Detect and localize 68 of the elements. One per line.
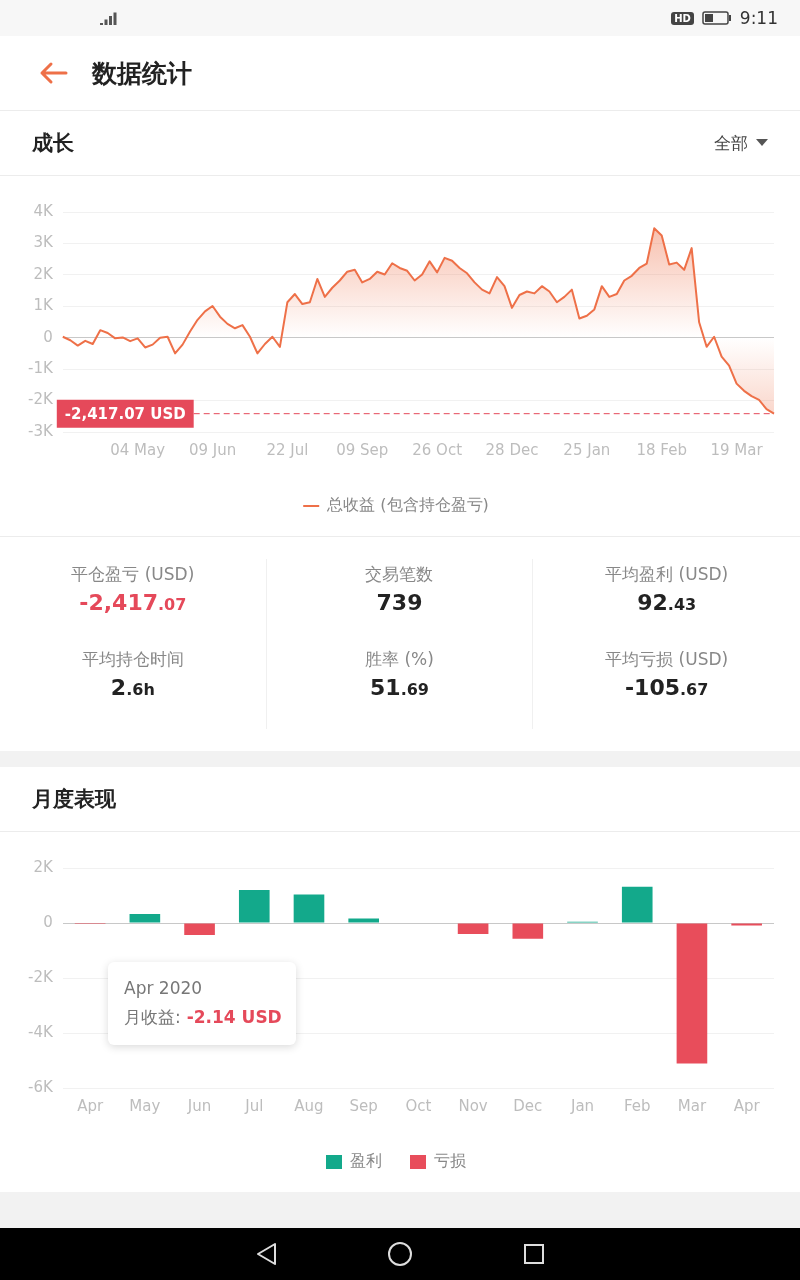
y-tick-label: 0 xyxy=(43,912,53,931)
y-tick-label: -4K xyxy=(28,1022,54,1041)
y-tick-label: -3K xyxy=(28,421,54,440)
bar xyxy=(676,923,708,1064)
x-tick-label: 19 Mar xyxy=(710,440,764,459)
x-tick-label: Apr xyxy=(77,1096,104,1115)
x-tick-label: 28 Dec xyxy=(485,440,539,459)
text: 9:11 xyxy=(739,8,778,28)
x-tick-label: 25 Jan xyxy=(563,440,611,459)
x-tick-label: Oct xyxy=(405,1096,432,1115)
x-tick-label: Jun xyxy=(186,1096,212,1115)
text: -105.67 xyxy=(624,675,709,700)
bar xyxy=(621,886,653,923)
bar xyxy=(184,923,215,936)
text: -2,417.07 xyxy=(79,590,187,615)
bar xyxy=(293,894,325,923)
annotation: 月收益: -2.14 USD xyxy=(124,1006,283,1029)
text: 数据统计 xyxy=(92,57,192,90)
x-tick-label: Mar xyxy=(677,1096,707,1115)
text: 51.69 xyxy=(370,675,429,700)
y-tick-label: 2K xyxy=(33,264,54,283)
x-tick-label: Nov xyxy=(458,1096,488,1115)
x-tick-label: 26 Oct xyxy=(412,440,463,459)
category-label: 平仓盈亏 (USD) xyxy=(70,563,196,586)
category-label: 平均亏损 (USD) xyxy=(604,648,730,671)
category-label: 平均盈利 (USD) xyxy=(604,563,730,586)
x-tick-label: Jul xyxy=(244,1096,264,1115)
x-tick-label: Jan xyxy=(569,1096,595,1115)
chart-title: 月度表现 xyxy=(32,786,116,813)
y-tick-label: 0 xyxy=(43,327,53,346)
bar xyxy=(129,913,161,923)
x-tick-label: 22 Jul xyxy=(266,440,309,459)
y-tick-label: -6K xyxy=(28,1077,54,1096)
y-tick-label: 1K xyxy=(33,296,54,315)
legend-label: 亏损 xyxy=(434,1151,466,1171)
text: 92.43 xyxy=(637,590,697,615)
x-tick-label: Apr xyxy=(733,1096,761,1115)
y-tick-label: 3K xyxy=(33,233,54,252)
bar xyxy=(512,923,544,939)
y-tick-label: -2K xyxy=(28,967,54,986)
x-tick-label: 04 May xyxy=(110,440,166,459)
text: HD xyxy=(671,11,694,25)
x-tick-label: Feb xyxy=(623,1096,651,1115)
y-tick-label: 2K xyxy=(33,857,54,876)
x-tick-label: Aug xyxy=(294,1096,324,1115)
category-label: 交易笔数 xyxy=(364,563,435,586)
text: 739 xyxy=(376,590,423,615)
category-label: 平均持仓时间 xyxy=(80,648,185,671)
chart-title: 成长 xyxy=(32,130,74,157)
x-tick-label: 18 Feb xyxy=(636,440,687,459)
x-tick-label: May xyxy=(129,1096,161,1115)
legend-label: 总收益 (包含持仓盈亏) xyxy=(326,495,489,515)
legend-label: 盈利 xyxy=(350,1151,382,1171)
annotation: Apr 2020 xyxy=(124,978,204,998)
x-tick-label: Dec xyxy=(513,1096,543,1115)
x-tick-label: Sep xyxy=(349,1096,378,1115)
text: 全部 xyxy=(714,131,749,155)
ref-line-label: -2,417.07 USD xyxy=(64,404,186,423)
bar xyxy=(238,890,270,923)
x-tick-label: 09 Jun xyxy=(188,440,237,459)
y-tick-label: 4K xyxy=(33,201,54,220)
category-label: 胜率 (%) xyxy=(364,648,435,671)
y-tick-label: -1K xyxy=(28,359,54,378)
y-tick-label: -2K xyxy=(28,390,54,409)
bar xyxy=(348,918,380,923)
text: 2.6h xyxy=(110,675,155,700)
x-tick-label: 09 Sep xyxy=(336,440,389,459)
bar xyxy=(457,923,489,934)
